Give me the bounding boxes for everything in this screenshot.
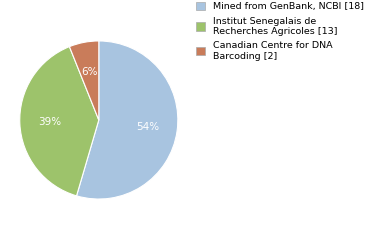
Text: 54%: 54% bbox=[136, 122, 159, 132]
Wedge shape bbox=[70, 41, 99, 120]
Text: 39%: 39% bbox=[38, 117, 62, 127]
Legend: Mined from GenBank, NCBI [18], Institut Senegalais de
Recherches Agricoles [13],: Mined from GenBank, NCBI [18], Institut … bbox=[194, 0, 366, 62]
Text: 6%: 6% bbox=[81, 67, 98, 77]
Wedge shape bbox=[76, 41, 178, 199]
Wedge shape bbox=[20, 47, 99, 196]
